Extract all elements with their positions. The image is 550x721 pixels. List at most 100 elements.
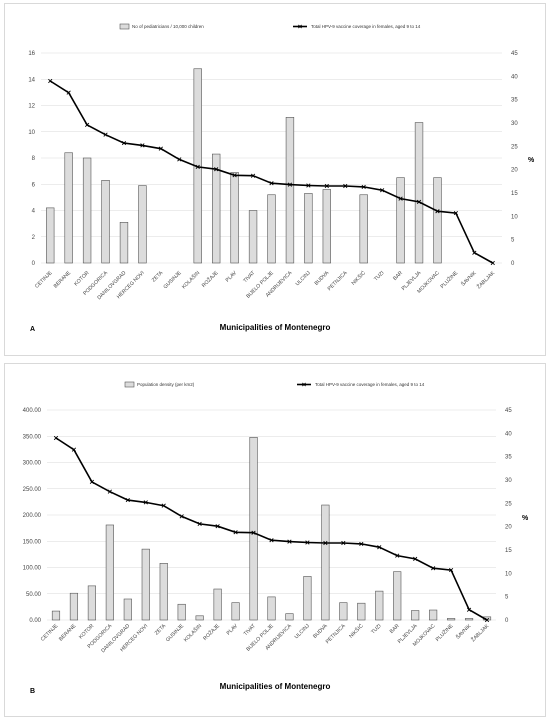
chart-a-category-label: ULCINJ	[295, 270, 312, 287]
chart-b-coverage-line	[55, 437, 488, 621]
chart-b-ytick-right: 20	[505, 525, 512, 531]
chart-b-yaxis-right-label: %	[522, 515, 529, 522]
chart-b-coverage-marker	[287, 539, 292, 544]
chart-a-coverage-marker	[380, 188, 385, 193]
chart-a-ytick-left: 8	[32, 156, 36, 162]
chart-b-ytick-right: 45	[505, 408, 512, 414]
chart-a-coverage-marker	[232, 173, 237, 178]
chart-a-category-label: NIKŠIĆ	[350, 269, 367, 286]
chart-a-xlabel: Municipalities of Montenegro	[219, 323, 331, 332]
chart-b-coverage-marker	[448, 567, 454, 573]
chart-a-legend-line-label: Total HPV-9 vaccine coverage in females,…	[311, 24, 421, 29]
chart-b-coverage-marker	[215, 524, 220, 529]
chart-a-coverage-marker	[121, 140, 127, 146]
chart-b-coverage-marker	[125, 497, 130, 503]
chart-a-category-label: ROŽAJE	[199, 268, 220, 289]
chart-b-bar	[51, 610, 61, 621]
chart-a-bar	[64, 152, 73, 264]
chart-b-svg: 0.00 50.00 100.00 150.00 200.00 250.00 300.00 3…	[23, 381, 529, 654]
chart-b-coverage-marker	[161, 503, 166, 508]
chart-b-category-label: TUZI	[370, 623, 382, 635]
chart-b-legend-line-label: Total HPV-9 vaccine coverage in females,…	[315, 382, 425, 387]
chart-b-ytick-left: 350.00	[23, 434, 42, 440]
chart-b-legend-bar-label: Population density (per km2)	[137, 382, 195, 387]
chart-a-coverage-marker	[453, 210, 459, 216]
chart-a-coverage-marker	[306, 183, 311, 188]
chart-a-bar	[248, 210, 258, 264]
chart-a-ytick-left: 6	[32, 182, 36, 188]
chart-b-bar	[159, 563, 168, 621]
chart-b-bar	[303, 576, 312, 621]
chart-b-category-label: ŠAVNIK	[454, 622, 473, 641]
chart-b-bar	[195, 615, 204, 621]
chart-a-legend-line-marker	[298, 24, 302, 29]
chart-a-coverage-marker	[398, 196, 403, 201]
chart-a-bar	[212, 153, 221, 264]
chart-a-coverage-marker	[195, 164, 200, 169]
chart-b-bar	[87, 585, 96, 621]
chart-b-bar	[213, 588, 222, 621]
chart-b-ytick-left: 0.00	[29, 618, 41, 624]
chart-b-category-label: BUDVA	[312, 623, 329, 640]
chart-a-bar	[101, 180, 110, 264]
chart-a-bar	[285, 117, 295, 264]
chart-b-bar	[141, 548, 150, 621]
chart-b-category-label: KOTOR	[78, 623, 95, 640]
chart-b-bar	[69, 592, 79, 621]
chart-b-ytick-right: 15	[505, 548, 512, 554]
chart-a-category-label: TIVAT	[242, 270, 257, 285]
chart-b-ytick-right: 10	[505, 571, 512, 577]
chart-b-bar	[429, 609, 438, 621]
chart-b-ytick-right: 30	[505, 478, 512, 484]
chart-b-coverage-marker	[431, 566, 436, 571]
chart-b-coverage-marker	[323, 540, 328, 546]
chart-b-coverage-marker	[395, 553, 400, 558]
chart-a-bar	[138, 185, 147, 264]
chart-a-category-label: BERANE	[53, 270, 73, 290]
chart-a-bar	[304, 193, 313, 264]
chart-b-coverage-marker	[377, 545, 382, 550]
chart-b-coverage-marker	[179, 514, 184, 519]
chart-a-bar	[119, 222, 129, 264]
chart-b-bar	[321, 504, 330, 621]
chart-a-category-label: CETINJE	[34, 270, 54, 290]
chart-a-ytick-right: 5	[511, 238, 515, 244]
chart-b-ytick-left: 300.00	[23, 461, 42, 467]
chart-a-coverage-marker	[324, 183, 329, 189]
chart-a-bar	[46, 207, 55, 264]
chart-a-coverage-marker	[66, 90, 71, 95]
chart-b-legend-line-marker	[302, 382, 306, 387]
chart-b-category-label: ROŽAJE	[201, 621, 222, 642]
chart-b-coverage-marker	[251, 530, 256, 535]
chart-b-coverage-marker	[359, 541, 364, 547]
chart-a-ytick-left: 16	[28, 51, 35, 57]
chart-b-bar	[464, 618, 474, 621]
chart-b-coverage-marker	[484, 617, 490, 623]
chart-b-coverage-marker	[197, 521, 202, 526]
chart-b-coverage-marker	[143, 500, 148, 505]
chart-a-ytick-left: 2	[32, 235, 36, 241]
chart-b-legend-bar-swatch	[124, 381, 135, 388]
chart-a-coverage-marker	[416, 199, 422, 204]
chart-a-coverage-marker	[287, 182, 293, 187]
chart-b-category-label: ŽABLJAK	[469, 621, 491, 643]
chart-a-coverage-marker	[343, 183, 348, 189]
chart-a-category-label: GUSINJE	[163, 270, 184, 291]
chart-b-bar	[177, 603, 186, 621]
chart-b-ytick-left: 200.00	[23, 513, 42, 519]
chart-a-coverage-marker	[48, 78, 53, 84]
chart-b-category-label: ZETA	[154, 623, 168, 637]
chart-b-category-label: CETINJE	[40, 623, 60, 643]
chart-b-ytick-left: 150.00	[23, 539, 42, 545]
chart-b-coverage-marker	[341, 540, 346, 546]
chart-a-category-label: PLAV	[225, 270, 239, 284]
chart-a-coverage-marker	[214, 167, 219, 172]
chart-a-ytick-right: 0	[511, 261, 515, 267]
chart-a-ytick-right: 10	[511, 214, 518, 220]
chart-a-ytick-left: 4	[32, 209, 36, 215]
chart-b-category-label: PLUŽINE	[433, 621, 455, 643]
chart-a-ytick-right: 20	[511, 168, 518, 174]
chart-b-bar	[375, 590, 384, 621]
chart-a-legend-bar-label: No of pediatricians / 10,000 children	[132, 24, 204, 29]
